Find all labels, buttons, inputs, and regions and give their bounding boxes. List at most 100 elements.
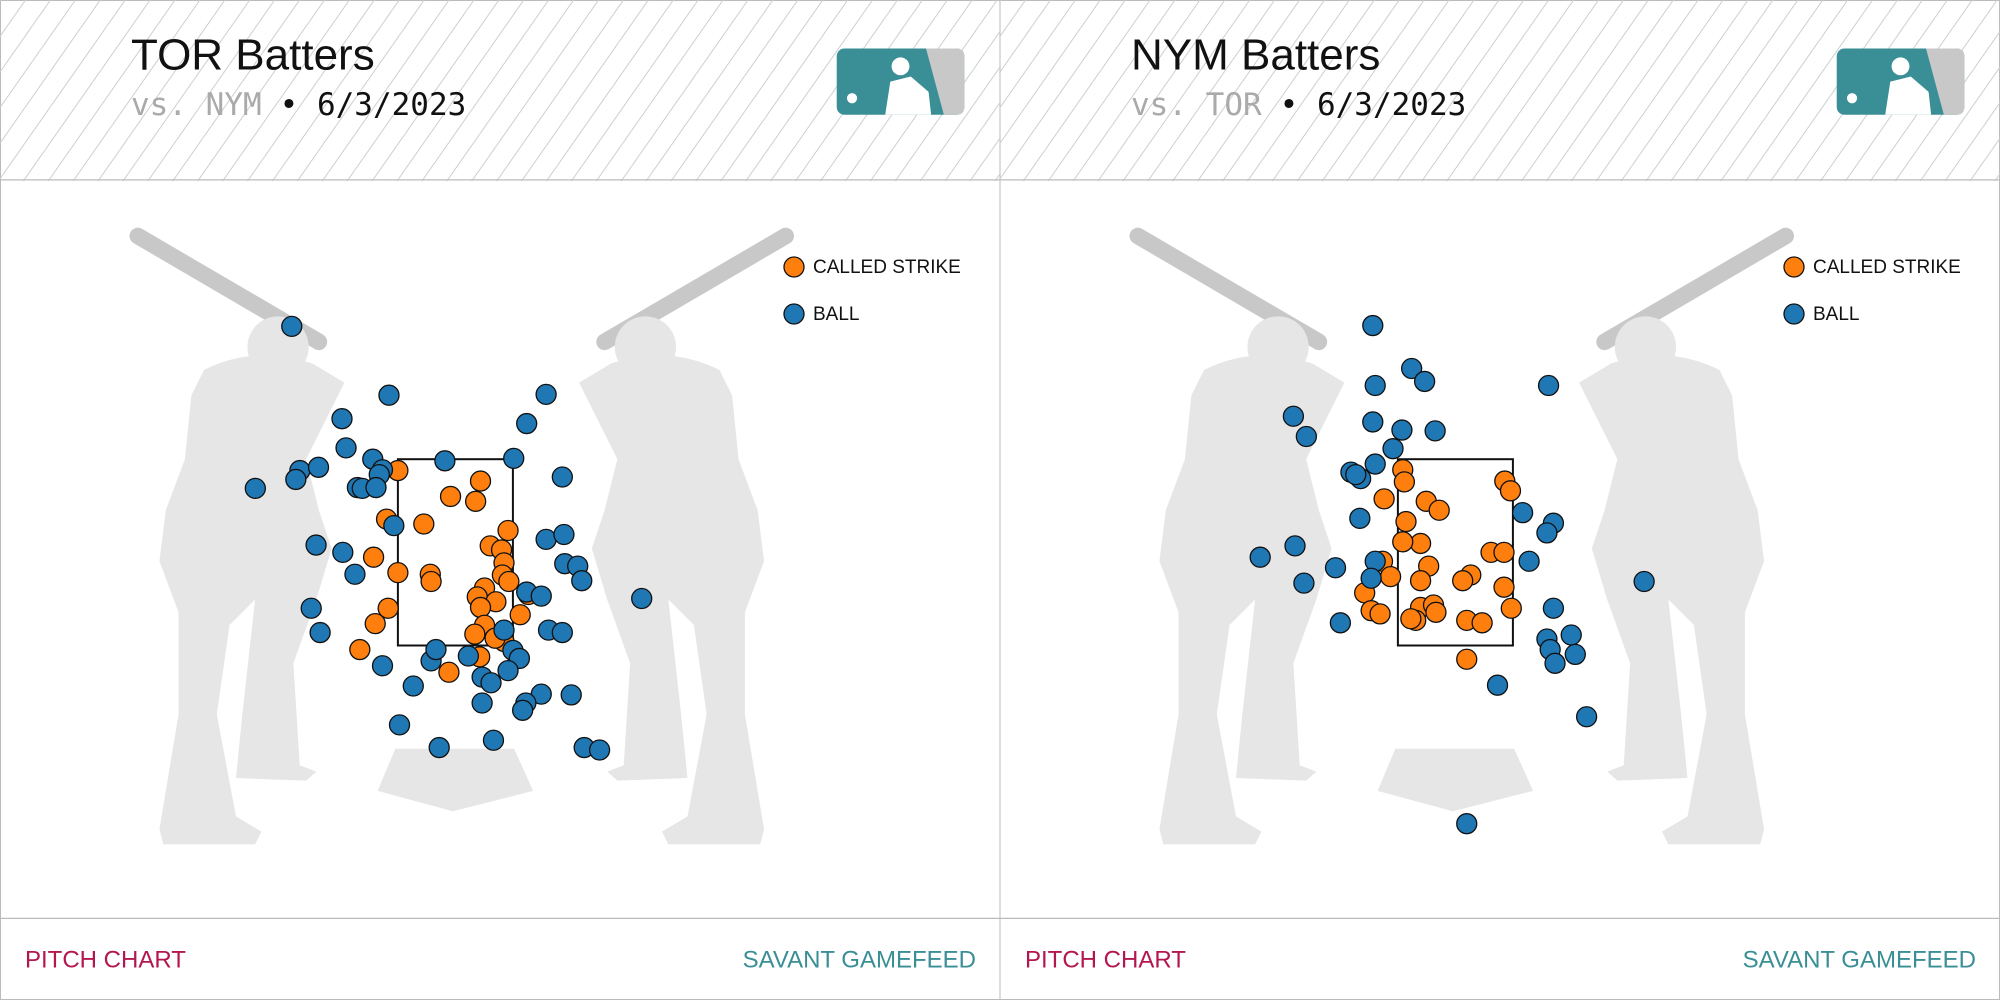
pitch-dot [332, 541, 354, 563]
pitch-dot [383, 514, 405, 537]
pitch-dot [1409, 532, 1432, 555]
pitch-dot [1379, 566, 1402, 588]
pitch-dot [1393, 471, 1416, 493]
pitch-dot [1409, 570, 1432, 592]
pitch-dot [1364, 453, 1386, 475]
pitch-dot [387, 561, 409, 584]
panel: NYM Batters vs. TOR • 6/3/2023 CALLED STRIK… [1025, 31, 1976, 974]
pitch-dot [1284, 535, 1306, 557]
footer-left: PITCH CHART [1025, 946, 1186, 973]
pitch-dot [511, 699, 534, 721]
pitch-dot [1564, 643, 1586, 666]
pitch-dot [503, 447, 525, 470]
legend-swatch [783, 303, 805, 325]
pitch-dot [469, 596, 492, 619]
pitch-dot [1413, 370, 1436, 393]
pitch-dot [553, 523, 575, 546]
pitch-dot [560, 684, 582, 706]
pitch-dot [305, 534, 327, 556]
pitch-dot [309, 621, 331, 644]
pitch-dot [349, 638, 371, 661]
pitch-dot [464, 490, 487, 512]
pitch-dot [1364, 374, 1386, 397]
pitch-dot [1560, 624, 1582, 646]
pitch-dot [469, 470, 492, 492]
pitch-dot [300, 597, 322, 619]
pitch-dot [1401, 357, 1423, 380]
pitch-dot [530, 585, 552, 607]
pitch-dot [1536, 522, 1558, 544]
pitch-dot [588, 739, 611, 761]
pitch-dot [1471, 612, 1493, 634]
pitch-dot [1349, 507, 1371, 529]
pitch-dot [1329, 612, 1352, 634]
pitch-dot [1362, 411, 1384, 433]
legend-label: BALL [813, 304, 859, 325]
legend-label: CALLED STRIKE [1813, 257, 1961, 278]
pitch-dot [498, 570, 520, 593]
panel: TOR Batters vs. NYM • 6/3/2023 CALLED STRIK… [25, 31, 976, 974]
pitch-dot [464, 623, 486, 645]
pitch-dot [1511, 502, 1534, 524]
pitch-dot [281, 315, 303, 338]
pitch-dot [1537, 374, 1560, 397]
pitch-dot [516, 412, 538, 435]
pitch-dot [1373, 488, 1395, 510]
opponent: vs. NYM [131, 87, 262, 123]
pitch-dot [377, 597, 399, 619]
pitch-dot [1400, 608, 1422, 630]
pitch-dot [1500, 597, 1522, 619]
pitch-dot [493, 619, 515, 641]
pitch-dot [331, 408, 353, 430]
pitch-dot [1345, 463, 1367, 486]
legend-swatch [1783, 256, 1805, 278]
pitch-dot [413, 513, 435, 535]
pitch-dot [1369, 603, 1391, 625]
panel-title: NYM Batters [1131, 31, 1380, 80]
pitch-dot [1428, 499, 1450, 521]
pitch-dot [362, 546, 385, 568]
pitch-dot [535, 528, 557, 551]
pitch-dot [420, 570, 442, 593]
pitch-dot [438, 661, 460, 683]
pitch-dot [497, 519, 519, 542]
pitch-dot [482, 729, 505, 751]
pitch-dot [631, 587, 653, 610]
pitch-dot [425, 638, 447, 661]
pitch-dot [335, 437, 357, 459]
pitch-dot [344, 563, 366, 585]
pitch-dot [1544, 652, 1566, 674]
footer-right: SAVANT GAMEFEED [1743, 946, 1976, 973]
pitch-dot [509, 604, 531, 626]
panel-subtitle: vs. TOR • 6/3/2023 [1131, 87, 1466, 123]
pitch-dot [244, 477, 266, 500]
pitch-dot [1633, 570, 1655, 593]
pitch-dot [388, 714, 411, 736]
pitch-dot [1382, 438, 1404, 460]
legend-label: BALL [1813, 304, 1859, 325]
pitch-dot [1391, 419, 1413, 441]
pitch-dot [428, 736, 450, 759]
pitch-dot [1456, 813, 1478, 835]
pitch-dot [1395, 510, 1417, 533]
pitch-dot [1493, 576, 1515, 598]
pitch-dot [480, 672, 502, 694]
pitch-dot [1575, 706, 1598, 728]
strike-zone [396, 458, 514, 647]
pitch-dot [307, 456, 330, 478]
pitch-dot [1493, 541, 1515, 563]
pitch-dot [439, 485, 462, 508]
pitch-dot [1452, 570, 1474, 592]
pitch-dot [1499, 480, 1522, 502]
pitch-dot [1293, 572, 1315, 594]
footer-right: SAVANT GAMEFEED [743, 946, 976, 973]
pitch-dot [1518, 550, 1540, 572]
pitch-dot [1295, 425, 1318, 448]
pitch-dot [551, 621, 573, 644]
pitch-dot [1282, 405, 1305, 427]
pitch-dot [535, 383, 557, 406]
pitch-dot [364, 612, 386, 635]
pitch-dot [1360, 567, 1382, 589]
opponent: vs. TOR [1131, 87, 1262, 123]
